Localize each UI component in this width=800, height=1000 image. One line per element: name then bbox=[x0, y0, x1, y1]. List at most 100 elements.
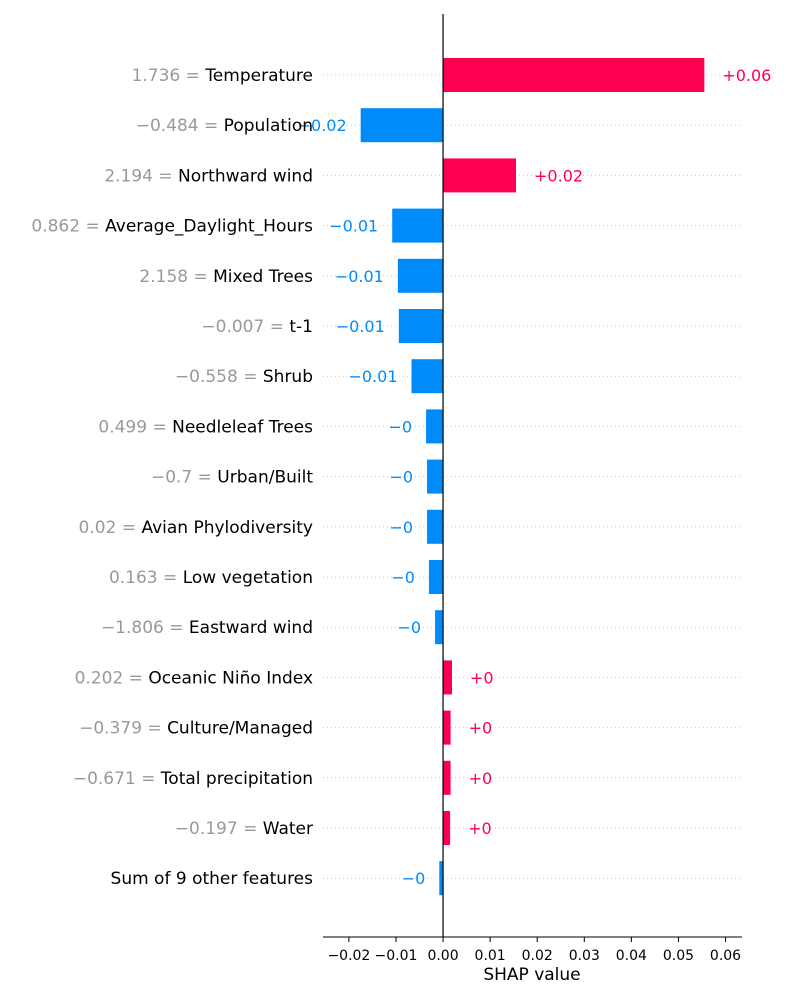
feature-value: −0.671 = bbox=[73, 769, 161, 789]
bar bbox=[439, 861, 444, 896]
feature-label: −0.671 = Total precipitation bbox=[73, 769, 313, 789]
bar bbox=[443, 811, 451, 845]
bar-value-label: −0 bbox=[397, 618, 421, 637]
feature-value: 1.736 = bbox=[132, 66, 206, 86]
feature-label: Sum of 9 other features bbox=[111, 869, 314, 889]
feature-name: Needleleaf Trees bbox=[172, 417, 313, 437]
feature-name: t-1 bbox=[289, 317, 313, 337]
bar bbox=[443, 58, 705, 92]
bar-value-label: −0 bbox=[389, 518, 413, 537]
feature-name: Population bbox=[224, 116, 313, 136]
feature-value: −0.7 = bbox=[151, 468, 217, 488]
x-tick-label: −0.01 bbox=[375, 948, 418, 964]
bar-value-label: −0 bbox=[389, 468, 413, 487]
feature-label: 0.202 = Oceanic Niño Index bbox=[75, 668, 313, 688]
feature-labels: 1.736 = Temperature −0.484 = Population 2.… bbox=[31, 66, 313, 889]
bar-value-label: −0.01 bbox=[348, 367, 397, 386]
bar bbox=[443, 760, 451, 795]
feature-label: 0.862 = Average_Daylight_Hours bbox=[31, 217, 313, 237]
bar bbox=[426, 409, 444, 444]
feature-label: −0.484 = Population bbox=[136, 116, 313, 136]
x-ticks: −0.02 −0.01 0.00 0.01 0.02 0.03 0.04 0.05 0.06 bbox=[327, 937, 741, 964]
feature-label: −0.007 = t-1 bbox=[201, 317, 313, 337]
feature-value: −0.007 = bbox=[201, 317, 289, 337]
bar-value-label: +0.02 bbox=[534, 166, 583, 185]
feature-name: Culture/Managed bbox=[167, 719, 313, 739]
grid-lines bbox=[323, 74, 742, 879]
feature-value: −0.379 = bbox=[79, 719, 167, 739]
feature-label: −1.806 = Eastward wind bbox=[101, 618, 313, 638]
bar bbox=[397, 258, 444, 293]
x-tick-label: 0.06 bbox=[710, 948, 741, 964]
x-tick-label: 0.05 bbox=[663, 948, 694, 964]
bar bbox=[435, 610, 444, 645]
feature-value: −0.197 = bbox=[175, 819, 263, 839]
feature-name: Shrub bbox=[263, 367, 313, 387]
feature-label: −0.558 = Shrub bbox=[175, 367, 313, 387]
bar bbox=[443, 660, 452, 695]
bar-value-label: −0 bbox=[391, 568, 415, 587]
feature-name: Sum of 9 other features bbox=[111, 869, 314, 889]
x-tick-label: 0.02 bbox=[522, 948, 553, 964]
feature-name: Mixed Trees bbox=[213, 267, 313, 287]
feature-label: −0.7 = Urban/Built bbox=[151, 468, 313, 488]
feature-value: 0.862 = bbox=[31, 217, 105, 237]
x-tick-label: −0.02 bbox=[327, 948, 370, 964]
feature-label: −0.197 = Water bbox=[175, 819, 313, 839]
bar bbox=[427, 459, 444, 494]
x-tick-label: 0.03 bbox=[569, 948, 600, 964]
feature-name: Temperature bbox=[204, 66, 313, 86]
bar-value-label: −0 bbox=[402, 869, 426, 888]
feature-name: Avian Phylodiversity bbox=[141, 518, 313, 538]
bar bbox=[443, 710, 451, 745]
bar bbox=[360, 108, 444, 143]
bar-value-label: −0.01 bbox=[329, 217, 378, 236]
bar bbox=[427, 509, 444, 544]
feature-value: −0.484 = bbox=[136, 116, 224, 136]
bar bbox=[443, 158, 517, 193]
feature-value: −0.558 = bbox=[175, 367, 263, 387]
feature-value: 0.163 = bbox=[109, 568, 183, 588]
feature-name: Average_Daylight_Hours bbox=[105, 217, 313, 237]
feature-name: Eastward wind bbox=[189, 618, 313, 638]
bar bbox=[398, 309, 444, 343]
feature-value: 2.158 = bbox=[139, 267, 213, 287]
feature-label: −0.379 = Culture/Managed bbox=[79, 719, 313, 739]
feature-label: 0.02 = Avian Phylodiversity bbox=[79, 518, 313, 538]
x-tick-label: 0.00 bbox=[427, 948, 458, 964]
x-tick-label: 0.01 bbox=[475, 948, 506, 964]
bar-value-labels: +0.06 −0.02 +0.02 −0.01 −0.01 −0.01 −0.01 −0 −0 −… bbox=[298, 66, 772, 888]
x-axis: −0.02 −0.01 0.00 0.01 0.02 0.03 0.04 0.05 0.06 bbox=[323, 936, 742, 964]
feature-name: Low vegetation bbox=[183, 568, 313, 588]
feature-name: Northward wind bbox=[178, 166, 313, 186]
bar-value-label: −0.01 bbox=[335, 267, 384, 286]
feature-label: 0.163 = Low vegetation bbox=[109, 568, 313, 588]
feature-name: Total precipitation bbox=[160, 769, 313, 789]
feature-name: Oceanic Niño Index bbox=[148, 668, 313, 688]
x-tick-label: 0.04 bbox=[616, 948, 647, 964]
feature-label: 2.194 = Northward wind bbox=[104, 166, 313, 186]
feature-name: Urban/Built bbox=[217, 468, 313, 488]
bars bbox=[360, 58, 705, 896]
feature-value: 0.02 = bbox=[79, 518, 142, 538]
feature-value: −1.806 = bbox=[101, 618, 189, 638]
bar-value-label: +0 bbox=[469, 719, 493, 738]
feature-value: 2.194 = bbox=[104, 166, 178, 186]
feature-label: 1.736 = Temperature bbox=[132, 66, 313, 86]
bar bbox=[411, 359, 444, 394]
feature-name: Water bbox=[263, 819, 313, 839]
feature-value: 0.499 = bbox=[98, 417, 172, 437]
bar bbox=[392, 208, 444, 243]
x-axis-title: SHAP value bbox=[483, 965, 580, 985]
feature-label: 0.499 = Needleleaf Trees bbox=[98, 417, 313, 437]
bar-value-label: +0.06 bbox=[722, 66, 771, 85]
bar-value-label: −0.02 bbox=[298, 116, 347, 135]
bar-value-label: +0 bbox=[470, 668, 494, 687]
bar bbox=[428, 560, 444, 594]
bar-value-label: +0 bbox=[468, 819, 492, 838]
bar-value-label: +0 bbox=[469, 769, 493, 788]
feature-value: 0.202 = bbox=[75, 668, 149, 688]
bar-value-label: −0.01 bbox=[336, 317, 385, 336]
bar-value-label: −0 bbox=[389, 417, 413, 436]
